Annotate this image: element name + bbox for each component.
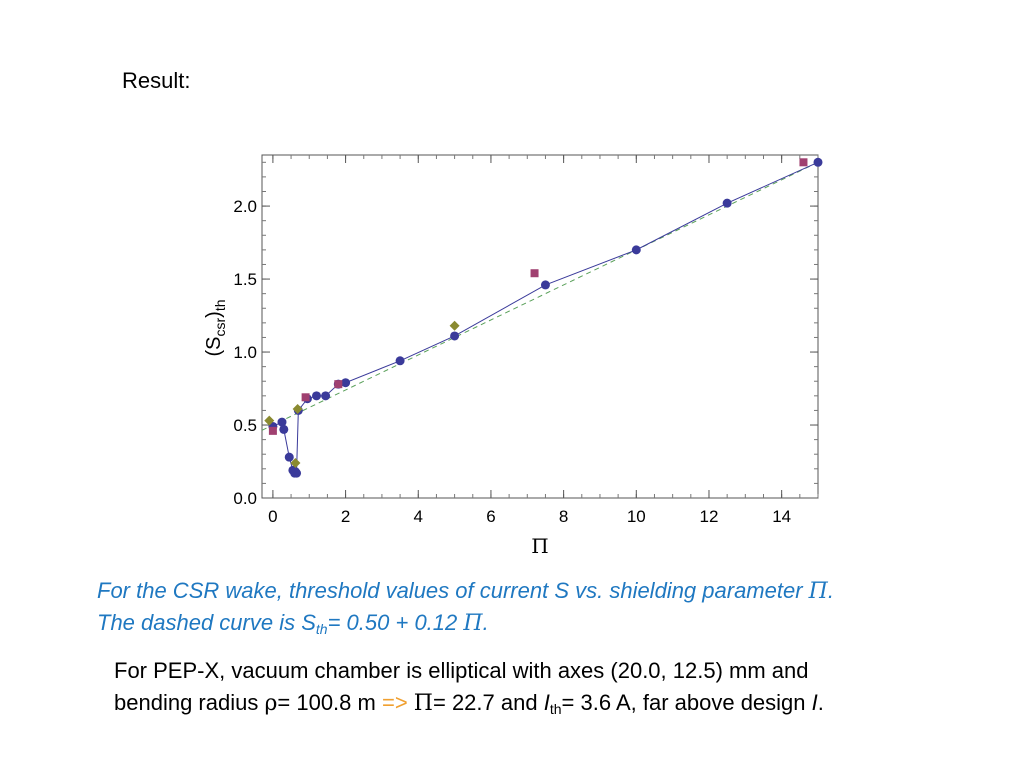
y-axis-label-close: ) — [203, 311, 225, 318]
rho-symbol: ρ — [264, 691, 278, 716]
pepx-note: For PEP-X, vacuum chamber is elliptical … — [114, 655, 824, 725]
caption-sub-th: th — [315, 621, 328, 637]
data-point-diamond — [264, 415, 275, 426]
x-tick-label: 10 — [627, 507, 646, 526]
data-point-circle — [540, 280, 550, 290]
page-heading: Result: — [122, 68, 191, 93]
caption-line-1: For the CSR wake, threshold values of cu… — [97, 575, 834, 607]
current-symbol: I — [543, 690, 550, 715]
data-point-circle — [279, 424, 289, 434]
data-point-square — [530, 269, 539, 278]
x-tick-label: 2 — [341, 507, 350, 526]
data-point-circle — [292, 468, 302, 478]
note-text-a: bending radius — [114, 690, 265, 715]
caption-line-2: The dashed curve is Sth= 0.50 + 0.12 Π. — [97, 607, 834, 645]
note-text-d: = 3.6 A, far above design — [561, 690, 812, 715]
note-text-b: = 100.8 m — [277, 690, 382, 715]
data-point-square — [268, 426, 277, 435]
data-point-square — [334, 380, 343, 389]
data-point-circle — [321, 391, 331, 401]
note-line-2: bending radius ρ= 100.8 m => Π= 22.7 and… — [114, 687, 824, 725]
data-point-circle — [631, 245, 641, 255]
figure-caption: For the CSR wake, threshold values of cu… — [97, 575, 834, 645]
major-ticks — [262, 155, 818, 499]
plot-frame — [261, 154, 819, 499]
y-axis-label-sub2: th — [212, 299, 228, 311]
threshold-chart: 0 2 4 6 8 10 12 14 0.0 0.5 1.0 1.5 2.0 Π (Scsr)th — [203, 154, 823, 558]
y-tick-label: 0.0 — [233, 489, 257, 508]
y-axis-label-sub: csr — [212, 318, 228, 337]
data-point-diamond — [449, 320, 460, 331]
y-tick-label: 1.0 — [233, 343, 257, 362]
caption-text-2a: The dashed curve is S — [97, 610, 316, 635]
caption-period-2: . — [482, 610, 489, 635]
note-text-c: = 22.7 and — [432, 690, 544, 715]
implies-arrow: => — [381, 690, 408, 715]
x-tick-label: 6 — [486, 507, 495, 526]
data-point-circle — [312, 391, 322, 401]
caption-text-1: For the CSR wake, threshold values of cu… — [97, 578, 809, 603]
data-point-circle — [450, 331, 460, 341]
note-line-1: For PEP-X, vacuum chamber is elliptical … — [114, 658, 809, 683]
tick-labels: 0 2 4 6 8 10 12 14 0.0 0.5 1.0 1.5 2.0 — [233, 197, 791, 526]
x-axis-label: Π — [531, 534, 548, 558]
data-point-square — [799, 158, 808, 167]
pi-symbol: Π — [808, 579, 828, 604]
current-sub-th: th — [549, 701, 562, 717]
data-point-circle — [722, 198, 732, 208]
caption-text-2b: = 0.50 + 0.12 — [327, 610, 464, 635]
y-tick-label: 2.0 — [233, 197, 257, 216]
note-end: . — [817, 690, 824, 715]
data-point-circle — [813, 157, 823, 167]
x-tick-label: 4 — [414, 507, 423, 526]
current-symbol-2: I — [811, 690, 818, 715]
data-point-diamond — [290, 457, 301, 468]
data-point-circle — [284, 452, 294, 462]
y-axis-label-main: (S — [203, 337, 225, 357]
pi-symbol-2: Π — [463, 611, 483, 636]
caption-period: . — [827, 578, 834, 603]
y-axis-label: (Scsr)th — [203, 299, 228, 356]
data-point-circle — [341, 378, 351, 388]
fit-dashed-line — [261, 161, 819, 431]
x-tick-label: 12 — [700, 507, 719, 526]
data-connecting-line — [272, 161, 819, 475]
y-tick-label: 0.5 — [233, 416, 257, 435]
data-markers — [264, 157, 823, 478]
minor-ticks — [262, 155, 819, 499]
x-tick-label: 0 — [268, 507, 277, 526]
x-tick-label: 8 — [559, 507, 568, 526]
data-point-circle — [395, 356, 405, 366]
data-point-diamond — [292, 403, 303, 414]
x-tick-label: 14 — [772, 507, 791, 526]
data-point-square — [301, 393, 310, 402]
data-point-circle — [277, 417, 287, 427]
pi-symbol-3: Π — [413, 691, 433, 716]
y-tick-label: 1.5 — [233, 270, 257, 289]
